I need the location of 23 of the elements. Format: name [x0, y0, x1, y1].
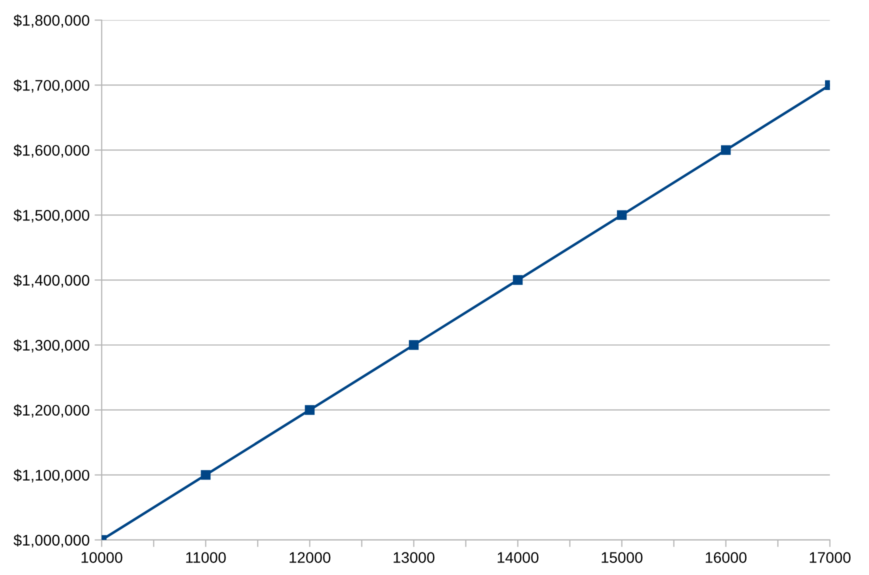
- point: [200, 470, 211, 480]
- point: [408, 340, 419, 350]
- y-tick-label: $1,800,000: [14, 14, 90, 28]
- x-tick-label: 10000: [82, 552, 122, 563]
- y-tick-label: $1,400,000: [14, 274, 90, 288]
- y-tick-label: $1,600,000: [14, 144, 90, 158]
- y-tick-label: $1,500,000: [14, 209, 90, 223]
- y-tick-label: $1,700,000: [14, 79, 90, 93]
- x-tick-label: 14000: [498, 552, 538, 563]
- point: [304, 405, 315, 415]
- x-tick-label: 16000: [706, 552, 747, 563]
- point: [512, 275, 523, 285]
- y-tick-label: $1,200,000: [14, 404, 90, 418]
- x-tick-label: 11000: [186, 552, 226, 563]
- y-tick-label: $1,000,000: [14, 534, 90, 548]
- x-tick-label: 15000: [602, 552, 642, 563]
- x-tick-label: 13000: [394, 552, 434, 563]
- point: [721, 145, 731, 155]
- y-tick-label: $1,300,000: [14, 339, 90, 352]
- x-tick-label: 12000: [290, 552, 330, 563]
- y-tick-label: $1,100,000: [14, 469, 90, 482]
- x-tick-label: 17000: [810, 552, 851, 563]
- point: [616, 210, 627, 220]
